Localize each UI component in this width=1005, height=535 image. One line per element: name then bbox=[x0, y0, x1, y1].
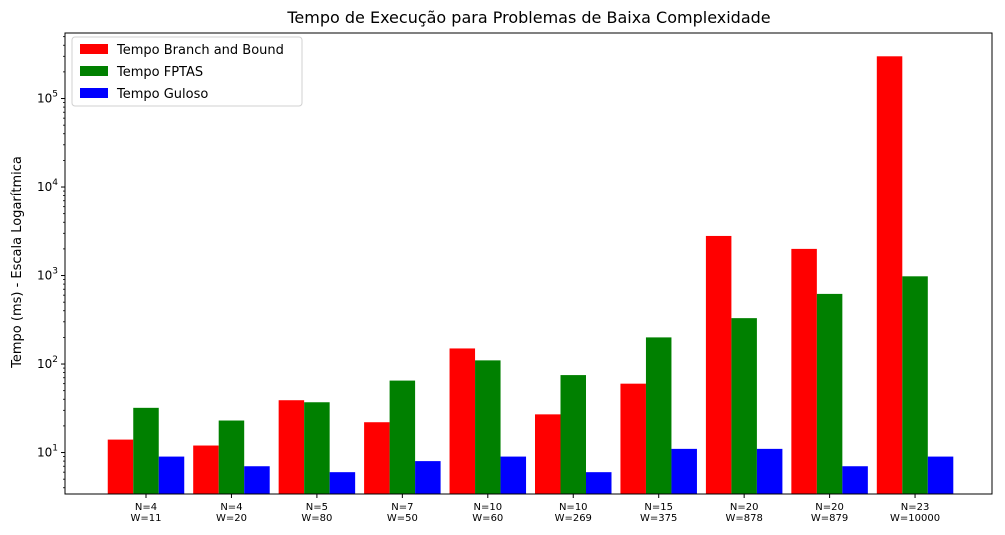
x-tick-label: W=20 bbox=[216, 513, 247, 524]
x-tick-label: W=879 bbox=[811, 513, 848, 524]
x-tick-label: N=20 bbox=[815, 502, 844, 513]
bar-tempo-branch-and-bound-3 bbox=[364, 422, 390, 494]
x-tick-label: W=50 bbox=[387, 513, 418, 524]
x-tick-label: N=23 bbox=[901, 502, 930, 513]
legend-swatch-guloso bbox=[80, 88, 108, 98]
plot-frame bbox=[64, 32, 993, 495]
bar-tempo-guloso-4 bbox=[500, 456, 527, 494]
x-tick-label: N=7 bbox=[391, 502, 413, 513]
bar-tempo-guloso-7 bbox=[756, 448, 783, 494]
bar-tempo-guloso-5 bbox=[586, 472, 612, 494]
bar-tempo-branch-and-bound-1 bbox=[193, 445, 219, 494]
legend-swatch-branch-and-bound bbox=[80, 44, 108, 54]
legend-swatch-fptas bbox=[80, 66, 108, 76]
bar-tempo-branch-and-bound-4 bbox=[449, 348, 476, 494]
x-tick-label: W=878 bbox=[725, 513, 762, 524]
bar-tempo-guloso-3 bbox=[415, 461, 441, 494]
bar-tempo-fptas-5 bbox=[560, 375, 586, 494]
bar-tempo-branch-and-bound-7 bbox=[705, 235, 732, 494]
bar-tempo-fptas-1 bbox=[218, 420, 245, 494]
bar-tempo-fptas-9 bbox=[902, 276, 928, 494]
bar-tempo-branch-and-bound-2 bbox=[278, 400, 305, 494]
bar-tempo-guloso-1 bbox=[244, 466, 270, 494]
bar-tempo-fptas-7 bbox=[731, 318, 757, 494]
x-tick-label: W=11 bbox=[131, 513, 162, 524]
bar-tempo-guloso-8 bbox=[842, 466, 868, 494]
y-axis-ticks: 101 102 103 104 105 bbox=[37, 36, 65, 489]
x-axis-ticks: N=4W=11N=4W=20N=5W=80N=7W=50N=10W=60N=10… bbox=[131, 494, 940, 524]
legend-label-branch-and-bound: Tempo Branch and Bound bbox=[116, 43, 284, 58]
bar-tempo-guloso-6 bbox=[671, 448, 697, 494]
bar-tempo-branch-and-bound-5 bbox=[535, 414, 561, 494]
bar-tempo-branch-and-bound-0 bbox=[107, 439, 134, 494]
legend-label-fptas: Tempo FPTAS bbox=[116, 65, 203, 80]
x-tick-label: W=269 bbox=[555, 513, 592, 524]
chart-title: Tempo de Execução para Problemas de Baix… bbox=[286, 8, 770, 27]
bar-tempo-guloso-9 bbox=[927, 456, 954, 494]
x-tick-label: N=10 bbox=[559, 502, 588, 513]
x-tick-label: W=60 bbox=[472, 513, 503, 524]
y-tick-label: 103 bbox=[37, 267, 58, 283]
x-tick-label: N=20 bbox=[730, 502, 759, 513]
y-tick-label: 105 bbox=[37, 90, 58, 106]
x-tick-label: N=4 bbox=[135, 502, 157, 513]
y-tick-label: 102 bbox=[37, 355, 58, 371]
x-tick-label: W=10000 bbox=[890, 513, 940, 524]
y-axis-label: Tempo (ms) - Escala Logarítmica bbox=[10, 156, 25, 369]
x-tick-label: W=80 bbox=[301, 513, 332, 524]
bar-tempo-branch-and-bound-8 bbox=[791, 248, 817, 494]
bar-tempo-branch-and-bound-9 bbox=[876, 56, 903, 495]
x-tick-label: N=10 bbox=[474, 502, 503, 513]
bar-tempo-fptas-4 bbox=[475, 360, 501, 494]
x-tick-label: N=15 bbox=[644, 502, 673, 513]
legend-box bbox=[71, 36, 303, 107]
bar-tempo-fptas-6 bbox=[645, 337, 672, 494]
y-tick-label: 101 bbox=[37, 444, 58, 460]
x-tick-label: W=375 bbox=[640, 513, 677, 524]
bars-group bbox=[107, 56, 954, 495]
y-tick-label: 104 bbox=[37, 178, 58, 194]
bar-tempo-branch-and-bound-6 bbox=[620, 383, 646, 494]
bar-tempo-guloso-0 bbox=[158, 456, 185, 494]
x-tick-label: N=4 bbox=[220, 502, 242, 513]
bar-tempo-guloso-2 bbox=[329, 472, 356, 494]
bar-tempo-fptas-0 bbox=[133, 407, 159, 494]
bar-tempo-fptas-3 bbox=[389, 380, 416, 494]
x-tick-label: N=5 bbox=[306, 502, 328, 513]
legend-label-guloso: Tempo Guloso bbox=[116, 87, 208, 102]
bar-tempo-fptas-8 bbox=[816, 293, 843, 494]
bar-tempo-fptas-2 bbox=[304, 402, 330, 494]
legend: Tempo Branch and Bound Tempo FPTAS Tempo… bbox=[71, 36, 303, 107]
